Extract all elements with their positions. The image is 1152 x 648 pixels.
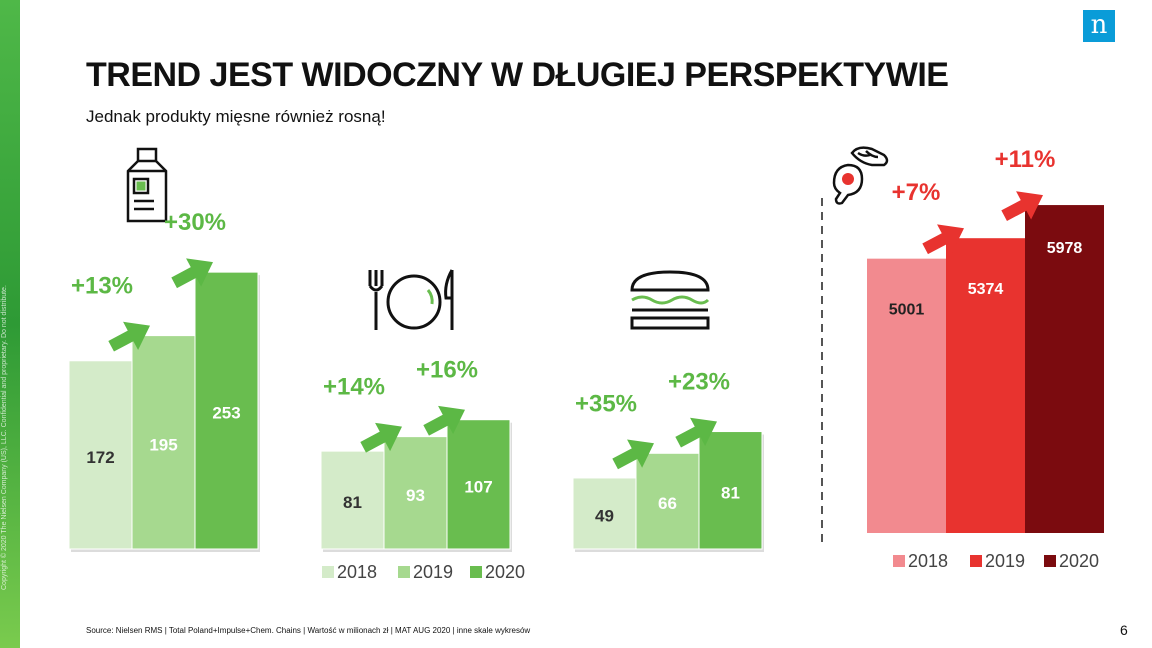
bar-value-label: 93 (406, 486, 425, 505)
legend-swatch-2019 (398, 566, 410, 578)
growth-arrow (612, 439, 654, 470)
growth-arrow (1001, 191, 1043, 222)
bar-2018 (68, 360, 133, 550)
bar-2019 (635, 452, 700, 550)
page-subtitle: Jednak produkty mięsne również rosną! (86, 107, 386, 126)
legend-swatch-2020 (470, 566, 482, 578)
growth-label: +14% (323, 374, 385, 401)
growth-label: +11% (995, 146, 1056, 173)
sandwich-icon (630, 270, 710, 330)
milk-carton-icon (126, 147, 168, 223)
bar-2019 (131, 335, 196, 550)
legend-swatch-2019 (970, 555, 982, 567)
page-title: TREND JEST WIDOCZNY W DŁUGIEJ PERSPEKTYW… (86, 56, 949, 94)
bar-value-label: 253 (212, 404, 240, 423)
bar-value-label: 5001 (889, 302, 925, 319)
plate-cutlery-icon (368, 269, 454, 330)
legend-swatch-2018 (322, 566, 334, 578)
bar-value-label: 5978 (1047, 240, 1083, 257)
bar-value-label: 49 (595, 506, 614, 525)
bar-value-label: 66 (658, 494, 677, 513)
bar-2019 (946, 238, 1025, 534)
bar-2019 (383, 436, 448, 550)
growth-arrow (922, 224, 964, 255)
bar-2020 (698, 431, 763, 550)
growth-label: +7% (892, 179, 941, 206)
growth-label: +30% (164, 209, 226, 236)
legend-label-2020: 2020 (1059, 551, 1099, 571)
growth-label: +13% (71, 273, 133, 300)
bar-value-label: 172 (86, 448, 114, 467)
bar-value-label: 195 (149, 435, 177, 454)
growth-label: +23% (668, 369, 730, 396)
legend-swatch-2020 (1044, 555, 1056, 567)
footer-source: Source: Nielsen RMS | Total Poland+Impul… (86, 626, 531, 635)
bar-value-label: 5374 (968, 281, 1004, 298)
legend-label-2020: 2020 (485, 562, 525, 582)
legend-label-2018: 2018 (908, 551, 948, 571)
growth-arrow (171, 258, 213, 289)
growth-arrow (423, 405, 465, 436)
meat-icon (832, 146, 889, 205)
growth-label: +35% (575, 390, 637, 417)
left-accent-strip (0, 0, 20, 648)
bar-2020 (194, 271, 259, 550)
growth-arrow (108, 321, 150, 352)
growth-arrow (675, 417, 717, 448)
legend-swatch-2018 (893, 555, 905, 567)
bar-value-label: 107 (464, 477, 492, 496)
growth-label: +16% (416, 357, 478, 384)
bar-2018 (572, 477, 637, 550)
legend-label-2019: 2019 (413, 562, 453, 582)
legend-label-2018: 2018 (337, 562, 377, 582)
growth-arrow (360, 422, 402, 453)
page-number: 6 (1120, 622, 1128, 638)
bar-value-label: 81 (721, 483, 740, 502)
bar-2020 (446, 419, 511, 550)
nielsen-logo: n (1083, 10, 1115, 42)
bar-2020 (1025, 205, 1104, 533)
bar-2018 (867, 258, 946, 533)
legend-label-2019: 2019 (985, 551, 1025, 571)
bar-value-label: 81 (343, 493, 362, 512)
